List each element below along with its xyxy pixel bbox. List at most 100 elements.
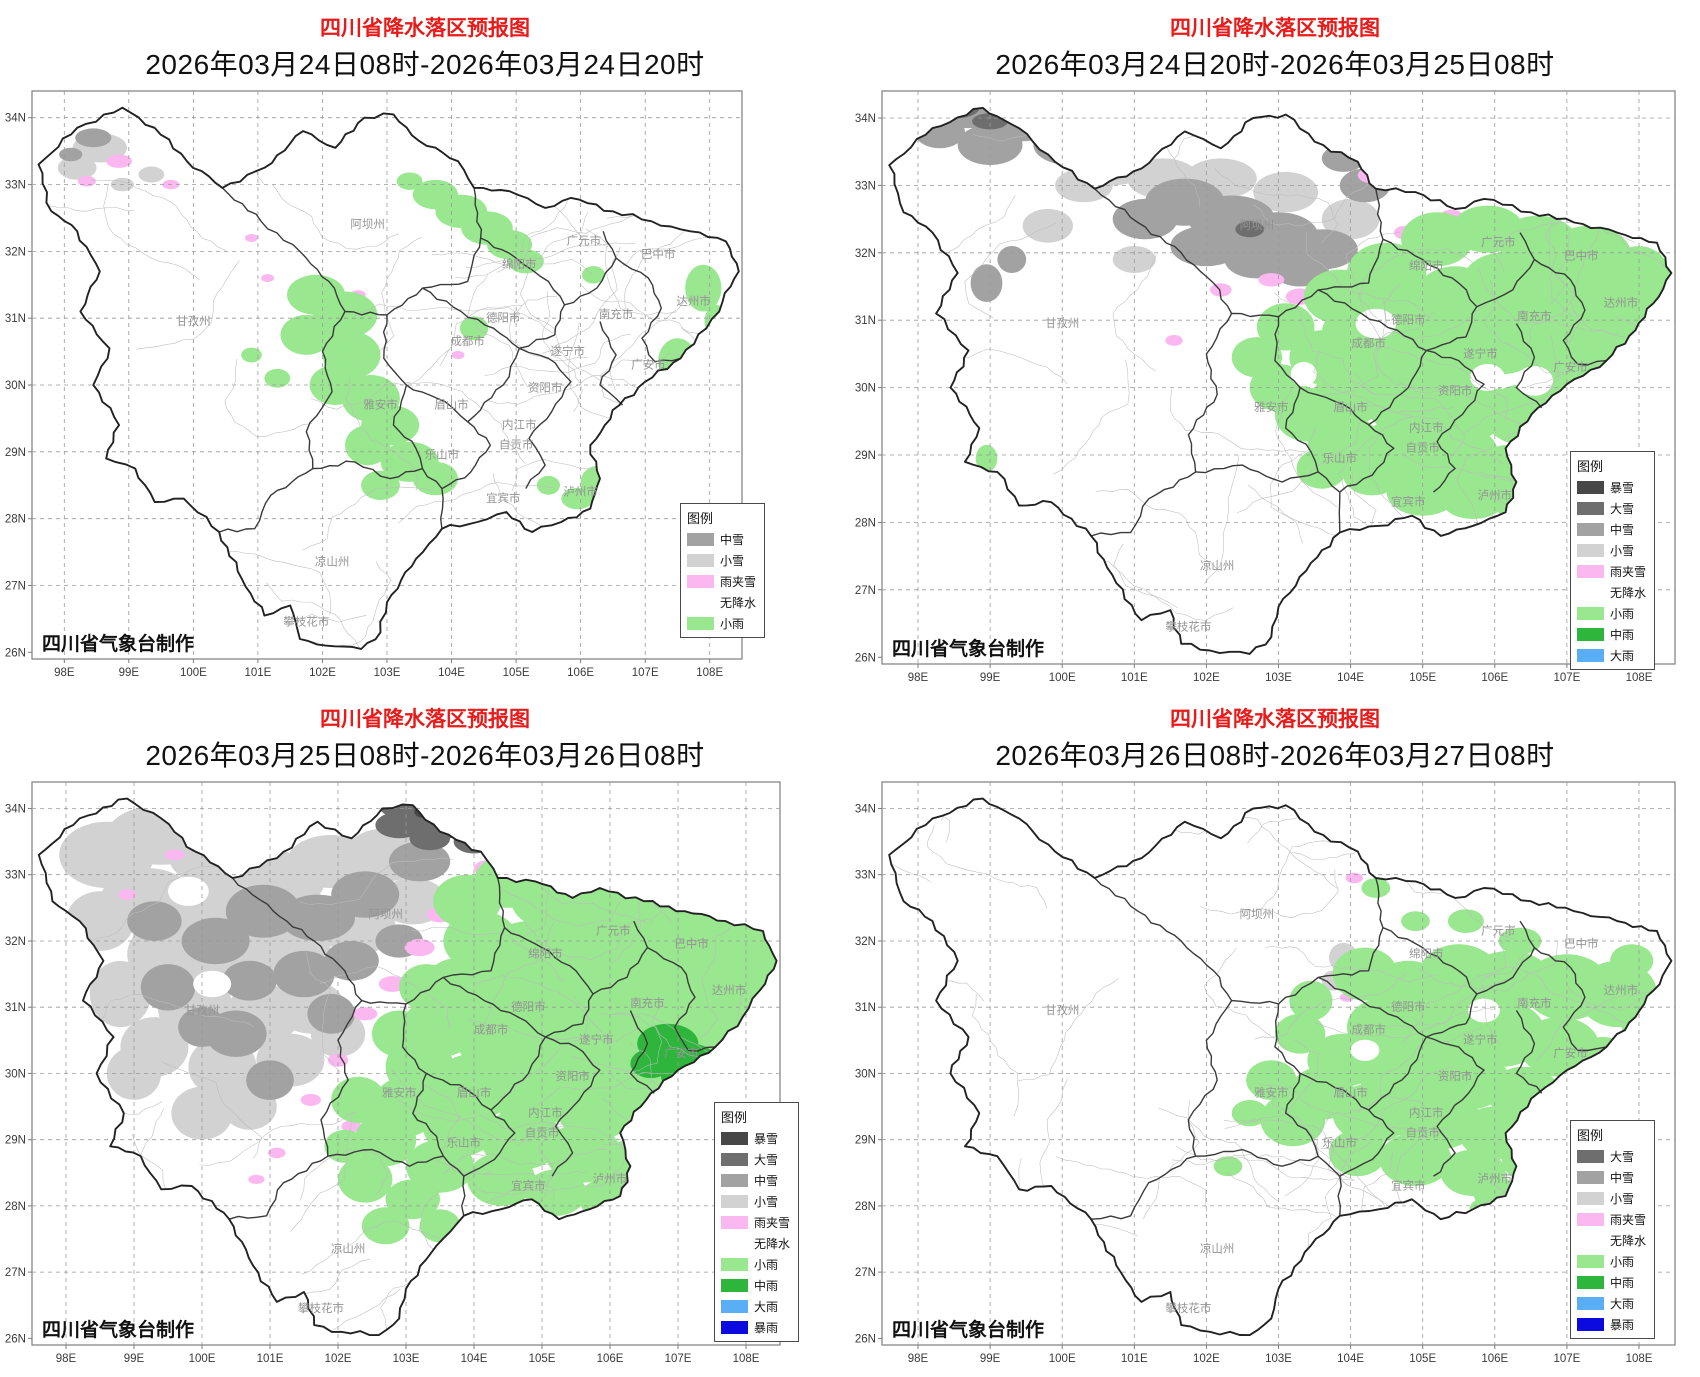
- lon-tick-label: 105E: [1409, 672, 1436, 684]
- lon-tick-label: 99E: [980, 1353, 1001, 1365]
- legend-row: 大雪: [1577, 500, 1646, 517]
- city-label: 雅安市: [1254, 1086, 1289, 1100]
- legend-row: 小雪: [687, 552, 756, 569]
- legend-swatch-雨夹雪: [1577, 1213, 1604, 1226]
- patch-雨夹雪: [1345, 872, 1363, 884]
- legend-label: 中雨: [754, 1279, 779, 1293]
- legend-box: 图例 大雪 中雪 小雪 雨夹雪 无降水 小雨 中雨 大雨 暴雨: [1570, 1120, 1656, 1339]
- city-label: 阿坝州: [368, 907, 403, 921]
- lon-tick-label: 105E: [503, 667, 530, 679]
- lat-tick-label: 31N: [5, 313, 26, 325]
- city-label: 雅安市: [363, 397, 398, 411]
- legend-label: 中雨: [1610, 628, 1635, 642]
- city-label: 攀枝花市: [298, 1301, 344, 1315]
- legend-swatch-小雪: [721, 1195, 748, 1208]
- city-label: 甘孜州: [176, 314, 211, 328]
- lat-tick-label: 30N: [855, 1068, 876, 1080]
- legend-label: 小雨: [754, 1258, 779, 1272]
- city-label: 成都市: [1351, 336, 1386, 350]
- lon-tick-label: 101E: [244, 667, 271, 679]
- legend-row: 大雪: [1577, 1148, 1646, 1165]
- legend-label: 雨夹雪: [1610, 1213, 1647, 1227]
- legend-title: 图例: [687, 511, 714, 526]
- city-label: 南充市: [630, 996, 665, 1010]
- panel-title: 四川省降水落区预报图: [1170, 708, 1380, 731]
- city-label: 宜宾市: [1391, 495, 1426, 509]
- legend-row: 雨夹雪: [687, 573, 756, 590]
- city-label: 内江市: [528, 1106, 563, 1120]
- city-label: 雅安市: [1254, 400, 1289, 414]
- precip-patches: [57, 128, 728, 510]
- city-label: 乐山市: [1323, 1135, 1358, 1149]
- patch-小雪: [57, 155, 97, 180]
- lat-tick-label: 27N: [855, 585, 876, 597]
- city-label: 泸州市: [593, 1172, 628, 1186]
- city-label: 成都市: [450, 334, 485, 348]
- lon-tick-label: 106E: [1481, 672, 1508, 684]
- legend-swatch-大雨: [1577, 1297, 1604, 1310]
- lat-tick-label: 26N: [5, 647, 26, 659]
- lon-tick-label: 104E: [1337, 672, 1364, 684]
- patch-小雪: [138, 166, 165, 183]
- patch-中雪: [273, 950, 335, 998]
- legend-swatch-中雨: [1577, 1276, 1604, 1289]
- prefecture-borders: [1091, 877, 1607, 1220]
- legend-swatch-大雪: [1577, 502, 1604, 515]
- city-label: 巴中市: [674, 937, 709, 951]
- city-label: 甘孜州: [185, 1003, 220, 1017]
- lon-tick-label: 107E: [665, 1353, 692, 1365]
- panel-title: 四川省降水落区预报图: [1170, 17, 1380, 40]
- patch-雨夹雪: [404, 939, 435, 957]
- legend-label: 中雪: [1610, 1171, 1635, 1185]
- legend-row: 中雪: [721, 1172, 790, 1189]
- patch-小雨: [536, 475, 560, 495]
- legend-title: 图例: [1577, 459, 1604, 474]
- legend-row: 无降水: [721, 1235, 790, 1252]
- patch-雨夹雪: [106, 154, 132, 168]
- patch-中雪: [59, 147, 83, 162]
- lat-tick-label: 30N: [5, 380, 26, 392]
- city-label: 达州市: [712, 983, 747, 997]
- lat-tick-label: 31N: [5, 1002, 26, 1014]
- city-label: 遂宁市: [550, 344, 585, 358]
- lon-tick-label: 108E: [696, 667, 723, 679]
- city-label: 阿坝州: [350, 217, 385, 231]
- panel-title: 四川省降水落区预报图: [320, 17, 530, 40]
- legend-row: 小雪: [1577, 1190, 1646, 1207]
- city-label: 达州市: [1604, 983, 1639, 997]
- legend-swatch-中雨: [1577, 628, 1604, 641]
- legend-label: 无降水: [720, 596, 757, 610]
- patch-雨夹雪: [353, 1007, 378, 1021]
- city-label: 乐山市: [1323, 451, 1358, 465]
- legend-title: 图例: [721, 1110, 748, 1125]
- legend-label: 雨夹雪: [1610, 565, 1647, 579]
- legend-label: 暴雪: [1610, 481, 1635, 495]
- legend-label: 大雨: [754, 1300, 779, 1314]
- province-outline: [888, 106, 1673, 655]
- patch-小雨: [1361, 878, 1391, 898]
- city-label: 雅安市: [382, 1086, 417, 1100]
- lon-tick-label: 108E: [733, 1353, 760, 1365]
- city-label: 自贡市: [1405, 441, 1440, 455]
- city-label: 攀枝花市: [1165, 619, 1211, 633]
- patch-小雨: [361, 470, 400, 500]
- legend-swatch-中雪: [1577, 1171, 1604, 1184]
- patch-小雪: [1022, 208, 1073, 243]
- patch-中雪: [140, 964, 196, 1011]
- city-label: 内江市: [502, 418, 537, 432]
- lon-tick-label: 106E: [1481, 1353, 1508, 1365]
- lon-tick-label: 103E: [1265, 672, 1292, 684]
- legend-row: 暴雨: [1577, 1316, 1646, 1333]
- credit-text: 四川省气象台制作: [42, 634, 195, 655]
- city-label: 凉山州: [315, 554, 350, 568]
- lon-tick-label: 104E: [438, 667, 465, 679]
- lon-tick-label: 103E: [393, 1353, 420, 1365]
- graticule: [32, 782, 780, 1345]
- legend-row: 暴雪: [1577, 479, 1646, 496]
- patch-雨夹雪: [118, 889, 136, 900]
- lon-tick-label: 105E: [1409, 1353, 1436, 1365]
- city-label: 宜宾市: [486, 491, 521, 505]
- patch-雨夹雪: [327, 1053, 349, 1067]
